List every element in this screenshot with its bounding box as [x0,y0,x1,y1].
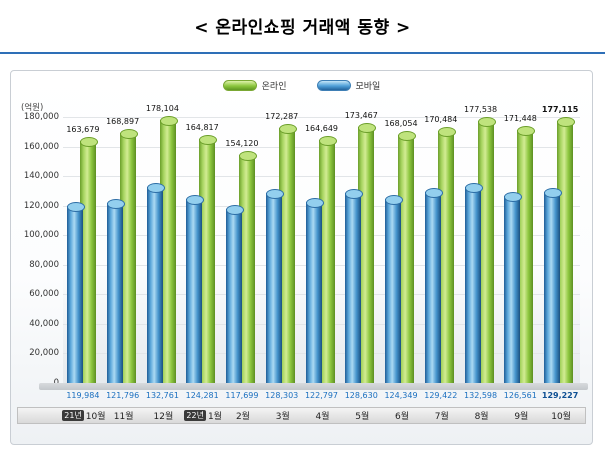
online-value-label: 173,467 [344,110,378,120]
bar-online [80,137,98,383]
year-badge: 22년 [184,410,206,421]
month-label: 10월 [85,412,106,422]
online-value-label: 164,649 [304,123,339,133]
bar-mobile [504,191,523,383]
bar-online [358,122,377,383]
month-label: 1월 [207,412,222,422]
legend-label: 모바일 [355,82,381,92]
mobile-value-label: 128,303 [265,391,299,400]
month-label: 3월 [275,412,290,422]
x-axis-category-label: 11월 [104,408,144,423]
x-axis-category-label: 3월 [263,408,303,423]
month-label: 4월 [315,412,330,422]
mobile-value-label: 124,349 [384,391,418,400]
online-value-label: 177,538 [464,104,498,114]
mobile-value-label: 124,281 [185,391,219,400]
bar-online [119,129,138,383]
bar-mobile [464,183,483,383]
legend-swatch-mobile [316,80,351,91]
y-axis-unit-label: (억원) [21,103,44,113]
y-axis-tick-label: 60,000 [29,289,59,300]
bar-mobile [106,199,125,383]
bar-online [517,125,536,383]
plot-area: 020,00040,00060,00080,000100,000120,0001… [24,104,580,388]
online-value-label: 164,817 [185,123,219,133]
mobile-value-label: 129,227 [541,391,579,400]
bar-mobile [146,182,165,383]
online-value-label: 177,115 [541,105,579,115]
x-axis-category-label: 4월 [303,408,343,423]
y-axis-tick-label: 140,000 [23,171,59,182]
month-label: 5월 [355,412,370,422]
x-axis-category-label: 6월 [382,408,422,423]
online-value-label: 168,897 [106,117,140,127]
x-axis-category-label: 9월 [501,408,541,423]
month-label: 2월 [235,412,250,422]
x-axis-category-label: 12월 [144,408,184,423]
month-label: 12월 [153,412,174,422]
x-axis-category-label: 10월 [541,408,581,423]
x-axis-category-label: 21년 10월 [62,408,106,423]
bar-mobile [265,189,284,383]
online-value-label: 171,448 [503,113,537,123]
bar-mobile [305,197,324,383]
month-label: 6월 [395,412,410,422]
mobile-value-label: 132,598 [464,391,498,400]
mobile-values-row: 119,984 121,796 132,761 124,281 117,699 128,3… [63,391,580,403]
bar-mobile [226,205,245,383]
bar-mobile [186,195,205,383]
mobile-value-label: 121,796 [106,391,140,400]
bar-mobile [544,188,563,383]
chart-legend: 온라인 모바일 [11,79,592,92]
legend-item: 온라인 [222,79,287,92]
mobile-value-label: 128,630 [344,391,378,400]
y-axis-tick-label: 40,000 [29,318,59,329]
legend-label: 온라인 [261,82,287,92]
axis-floor [39,383,588,390]
x-axis-category-label: 8월 [462,408,502,423]
legend-item: 모바일 [316,79,381,92]
bar-online [398,130,417,383]
title-divider [0,52,605,54]
y-axis-tick-label: 180,000 [23,112,59,122]
y-axis-tick-label: 100,000 [23,230,59,241]
mobile-value-label: 132,761 [145,391,179,400]
month-label: 7월 [434,412,449,422]
month-label: 11월 [113,412,134,422]
mobile-value-label: 122,797 [304,391,339,400]
bar-mobile [67,201,85,383]
y-axis-tick-label: 20,000 [29,348,59,359]
y-axis-tick-label: 120,000 [23,200,59,211]
page-title: < 온라인쇼핑 거래액 동향 > [194,18,411,38]
x-axis-category-label: 2월 [223,408,263,423]
mobile-value-label: 119,984 [66,391,100,400]
x-axis-band: 21년 10월 11월 12월 22년 1월 2월 3월 4월 5월 6월 7월 8월 9월 10월 [17,407,586,424]
year-badge: 21년 [62,410,84,421]
y-axis-tick-label: 80,000 [29,259,59,270]
month-label: 8월 [474,412,489,422]
bar-mobile [345,188,364,383]
mobile-value-label: 126,561 [503,391,537,400]
online-value-label: 172,287 [265,112,299,122]
month-label: 9월 [514,412,529,422]
month-label: 10월 [551,412,571,422]
bar-mobile [385,195,404,383]
x-axis-category-label: 7월 [422,408,462,423]
bar-online [557,117,576,383]
mobile-value-label: 117,699 [225,391,259,400]
online-value-label: 168,054 [384,118,418,128]
online-value-label: 154,120 [225,139,259,149]
online-value-label: 178,104 [145,103,179,113]
online-value-label: 163,679 [66,125,100,135]
bar-mobile [424,187,443,383]
mobile-value-label: 129,422 [424,391,458,400]
legend-swatch-online [222,80,257,91]
y-axis-tick-label: 160,000 [23,141,59,152]
online-value-label: 170,484 [424,115,458,125]
x-axis-category-label: 22년 1월 [183,408,223,423]
gridline [63,117,580,118]
x-axis-category-label: 5월 [342,408,382,423]
